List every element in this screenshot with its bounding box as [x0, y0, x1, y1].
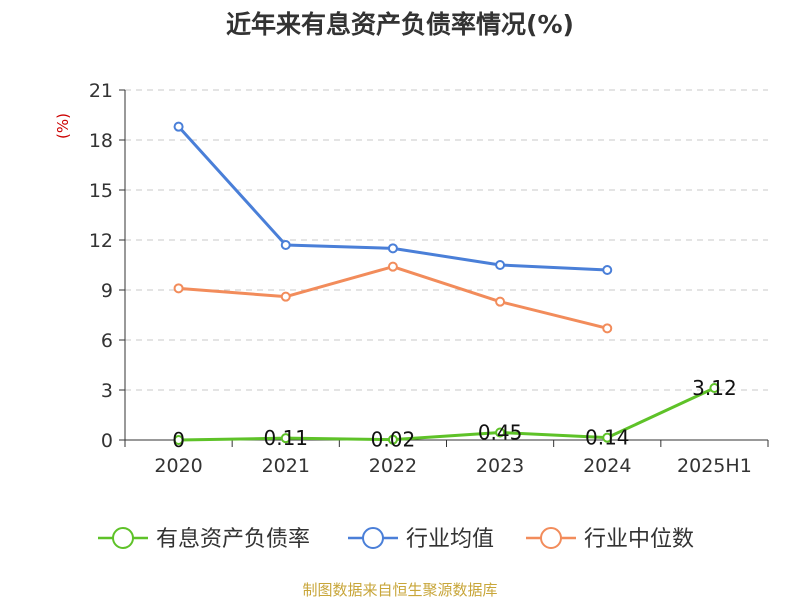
data-labels: 0 0.11 0.02 0.45 0.14 3.12 [172, 376, 736, 452]
y-tick-label: 12 [89, 230, 113, 252]
data-point [602, 323, 613, 334]
y-tick-label: 0 [101, 430, 113, 452]
y-tick-label: 9 [101, 280, 113, 302]
series-layer [173, 121, 720, 445]
series-0 [173, 383, 720, 445]
data-label: 0.02 [371, 428, 416, 452]
legend-item: 有息资产负债率 [98, 527, 310, 552]
data-point [495, 427, 506, 438]
data-label: 3.12 [692, 376, 737, 400]
series-line [178, 386, 716, 442]
data-point [280, 433, 291, 444]
y-tick-label: 18 [89, 130, 113, 152]
data-point [709, 383, 720, 393]
data-point [495, 296, 506, 307]
legend-label: 行业均值 [406, 527, 494, 552]
y-tick-label: 3 [101, 380, 113, 402]
source-note: 制图数据来自恒生聚源数据库 [302, 581, 497, 599]
series-line [178, 265, 608, 330]
data-label: 0.14 [585, 426, 630, 450]
series-1 [173, 121, 613, 275]
data-point [280, 291, 291, 302]
chart-title: 近年来有息资产负债率情况(%) [226, 10, 574, 39]
series-2 [173, 261, 613, 334]
y-tick-label: 21 [89, 80, 113, 102]
axes: 0 3 6 9 12 15 18 21 2020 2021 2022 2023 2024 2025H1 [89, 80, 769, 477]
data-point [173, 283, 184, 294]
grid-lines [125, 89, 768, 391]
legend-marker [112, 527, 134, 549]
legend-marker [540, 527, 562, 549]
data-label: 0.45 [478, 421, 523, 445]
data-point [387, 434, 398, 445]
data-point [173, 435, 184, 445]
data-label: 0 [172, 428, 185, 452]
legend-label: 有息资产负债率 [156, 527, 310, 552]
y-tick-label: 6 [101, 330, 113, 352]
y-axis-unit: (%) [54, 113, 72, 139]
legend-item: 行业均值 [348, 527, 494, 552]
x-tick-label: 2021 [262, 455, 310, 477]
data-point [602, 432, 613, 443]
x-tick-label: 2022 [369, 455, 417, 477]
x-tick-label: 2023 [476, 455, 524, 477]
data-point [602, 265, 613, 275]
legend-label: 行业中位数 [584, 527, 694, 552]
legend-marker [362, 527, 384, 549]
x-tick-label: 2024 [583, 455, 631, 477]
data-point [387, 261, 398, 272]
legend: 有息资产负债率 行业均值 行业中位数 [98, 527, 694, 552]
data-point [280, 240, 291, 250]
data-label: 0.11 [263, 426, 308, 450]
y-tick-label: 15 [89, 180, 113, 202]
data-point [495, 260, 506, 270]
legend-item: 行业中位数 [526, 527, 694, 552]
data-point [387, 243, 398, 254]
data-point [173, 121, 184, 132]
x-tick-label: 2020 [154, 455, 202, 477]
x-tick-label: 2025H1 [677, 455, 752, 477]
